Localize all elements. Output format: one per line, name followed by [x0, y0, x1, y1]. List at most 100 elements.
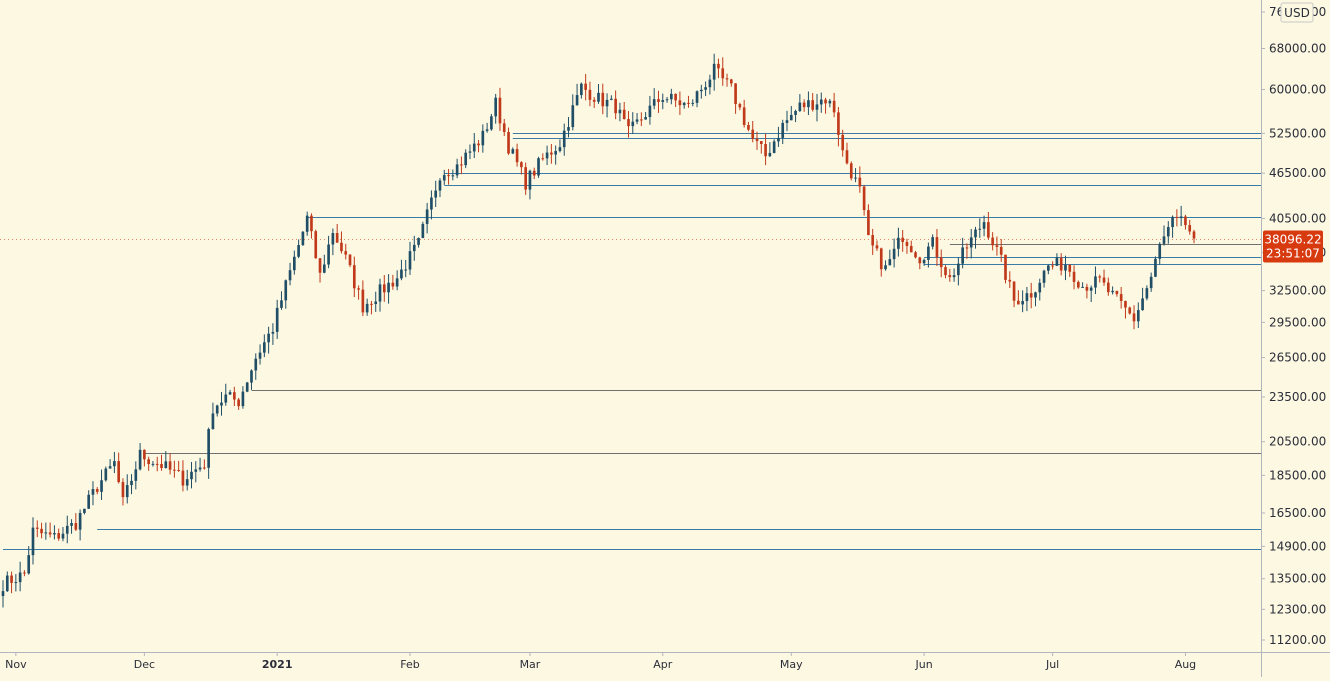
candle-body[interactable]	[404, 269, 408, 271]
candle-body[interactable]	[322, 264, 326, 273]
candle-body[interactable]	[798, 102, 802, 111]
candle-body[interactable]	[241, 391, 245, 407]
candle-body[interactable]	[922, 259, 926, 264]
candle-body[interactable]	[969, 237, 973, 248]
candle-body[interactable]	[1029, 293, 1033, 298]
candle-body[interactable]	[588, 89, 592, 100]
candle-body[interactable]	[1081, 286, 1084, 288]
candle-body[interactable]	[957, 263, 960, 276]
currency-badge[interactable]: USD	[1280, 2, 1314, 23]
candle-body[interactable]	[614, 98, 617, 114]
candle-body[interactable]	[747, 125, 750, 130]
candle-body[interactable]	[832, 100, 836, 113]
candle-body[interactable]	[125, 485, 129, 498]
candle-body[interactable]	[310, 215, 313, 232]
candle-body[interactable]	[233, 392, 236, 400]
candle-body[interactable]	[237, 399, 240, 407]
candle-body[interactable]	[382, 284, 386, 293]
candle-body[interactable]	[434, 190, 438, 198]
candle-body[interactable]	[1008, 279, 1012, 282]
candle-body[interactable]	[408, 251, 412, 270]
candle-body[interactable]	[1132, 313, 1136, 322]
candle-body[interactable]	[288, 270, 292, 281]
candle-body[interactable]	[400, 269, 403, 279]
candle-body[interactable]	[1119, 294, 1123, 301]
candle-body[interactable]	[1166, 227, 1170, 237]
candle-body[interactable]	[472, 143, 476, 152]
candle-body[interactable]	[190, 471, 193, 480]
candle-body[interactable]	[1085, 286, 1089, 291]
candle-body[interactable]	[987, 222, 990, 238]
candle-body[interactable]	[991, 237, 994, 246]
candle-body[interactable]	[108, 466, 112, 469]
candle-body[interactable]	[811, 100, 815, 110]
candle-body[interactable]	[657, 99, 660, 102]
candle-body[interactable]	[1021, 301, 1024, 305]
candle-body[interactable]	[841, 134, 845, 151]
candle-body[interactable]	[670, 93, 673, 100]
candle-body[interactable]	[1124, 300, 1127, 308]
candle-body[interactable]	[481, 130, 485, 146]
candle-body[interactable]	[541, 158, 545, 160]
candle-body[interactable]	[1145, 288, 1149, 299]
time-axis[interactable]: Nov Dec 2021 Feb Mar Apr May Jun Jul Aug	[5, 652, 1196, 671]
candle-body[interactable]	[284, 280, 288, 301]
candle-body[interactable]	[777, 137, 780, 142]
candle-body[interactable]	[185, 479, 189, 486]
candle-body[interactable]	[203, 467, 206, 469]
candle-body[interactable]	[1004, 254, 1007, 280]
candle-body[interactable]	[849, 163, 853, 179]
candle-body[interactable]	[524, 167, 527, 190]
candle-body[interactable]	[935, 237, 939, 258]
candle-body[interactable]	[708, 79, 712, 88]
candle-body[interactable]	[648, 105, 652, 118]
candle-body[interactable]	[738, 104, 742, 108]
candle-body[interactable]	[699, 89, 703, 92]
candle-body[interactable]	[18, 572, 22, 583]
candle-body[interactable]	[982, 222, 986, 229]
candle-body[interactable]	[644, 117, 647, 120]
candle-body[interactable]	[442, 175, 446, 181]
candle-body[interactable]	[1188, 225, 1192, 232]
candle-body[interactable]	[447, 175, 450, 177]
candle-body[interactable]	[520, 162, 523, 168]
candle-body[interactable]	[417, 237, 420, 245]
candle-body[interactable]	[425, 209, 429, 224]
candle-body[interactable]	[948, 275, 952, 278]
candle-body[interactable]	[815, 104, 819, 110]
candle-body[interactable]	[391, 282, 395, 287]
candle-body[interactable]	[168, 461, 172, 470]
candle-body[interactable]	[931, 237, 934, 247]
candle-body[interactable]	[978, 228, 982, 230]
candle-body[interactable]	[914, 252, 917, 258]
candle-body[interactable]	[305, 215, 309, 232]
candle-body[interactable]	[545, 152, 549, 159]
candle-body[interactable]	[267, 333, 270, 343]
candle-body[interactable]	[430, 197, 433, 210]
candle-body[interactable]	[113, 461, 116, 467]
candle-body[interactable]	[622, 109, 626, 120]
candle-body[interactable]	[438, 180, 442, 191]
candle-body[interactable]	[635, 119, 639, 122]
candle-body[interactable]	[901, 237, 905, 242]
candle-body[interactable]	[1042, 270, 1046, 283]
candle-body[interactable]	[335, 233, 339, 243]
candle-body[interactable]	[263, 342, 266, 353]
candle-body[interactable]	[1175, 216, 1179, 219]
candle-body[interactable]	[1, 591, 5, 597]
candle-body[interactable]	[605, 99, 609, 107]
candle-body[interactable]	[674, 93, 677, 101]
candle-body[interactable]	[477, 143, 480, 146]
candle-body[interactable]	[365, 303, 369, 313]
candle-body[interactable]	[65, 525, 69, 534]
candle-body[interactable]	[897, 237, 900, 249]
candle-body[interactable]	[327, 244, 330, 265]
candle-body[interactable]	[661, 100, 665, 102]
candle-body[interactable]	[173, 469, 176, 471]
candle-body[interactable]	[824, 99, 827, 104]
candle-body[interactable]	[138, 449, 142, 470]
candle-body[interactable]	[361, 289, 365, 313]
candle-body[interactable]	[160, 463, 163, 468]
candle-body[interactable]	[1158, 243, 1162, 259]
candle-body[interactable]	[1115, 290, 1119, 295]
